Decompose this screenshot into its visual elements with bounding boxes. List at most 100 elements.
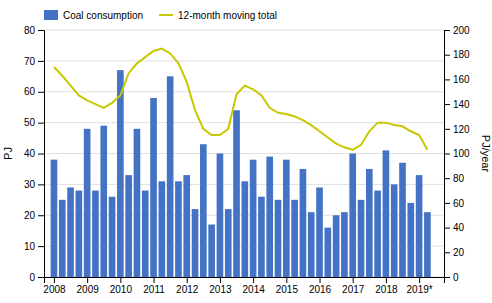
tick: 20 [24,210,44,221]
y-axis-title: PJ [2,147,14,160]
tick-mark [444,154,450,155]
tick: 200 [444,25,470,36]
bar [324,228,331,277]
tick: 70 [24,56,44,67]
tick: 0 [29,272,44,283]
bar [134,129,141,277]
tick-label: 2011 [143,284,165,295]
tick-label: 100 [453,148,470,159]
tick: 2013 [209,277,232,295]
tick-label: 40 [453,222,465,233]
tick-label: 2019* [407,284,433,295]
bar [283,160,290,277]
tick: 10 [24,241,44,252]
tick-label: 40 [24,148,36,159]
legend-swatch [159,14,173,16]
tick: 100 [444,148,470,159]
tick-mark [54,277,55,283]
tick-label: 30 [24,179,36,190]
grid-line [44,30,444,31]
bar [109,197,116,277]
tick: 50 [24,117,44,128]
bar [192,209,199,277]
tick-mark [38,184,44,185]
bar [300,169,307,277]
tick: 2017 [342,277,365,295]
bar [142,191,149,277]
bar [341,212,348,277]
legend-label: Coal consumption [63,10,143,21]
bar [242,181,249,277]
tick: 180 [444,49,470,60]
tick-mark [444,252,450,253]
tick-label: 140 [453,99,470,110]
tick-label: 2018 [375,284,398,295]
axis-line [445,31,451,278]
tick-label: 160 [453,74,470,85]
tick: 140 [444,99,470,110]
bar [291,200,298,277]
bar [374,191,381,277]
legend-swatch [44,10,58,20]
y-axis: 0 10 20 30 40 50 60 70 80 [24,25,45,283]
tick-mark [444,30,450,31]
tick: 2012 [176,277,199,295]
tick-mark [444,203,450,204]
tick: 40 [444,222,465,233]
tick-mark [38,61,44,62]
tick-label: 10 [24,241,36,252]
tick-label: 2008 [43,284,66,295]
tick-label: 2010 [110,284,133,295]
tick-label: 50 [24,117,36,128]
tick: 2018 [375,277,398,295]
tick: 2009 [77,277,100,295]
axis-line [45,278,445,284]
legend: Coal consumption 12-month moving total [44,10,277,21]
bar [233,110,240,277]
tick: 2008 [43,277,66,295]
tick-label: 2017 [342,284,365,295]
tick-mark [253,277,254,283]
grid-line [44,60,444,61]
bar [200,144,207,277]
tick-label: 80 [453,173,465,184]
legend-label: 12-month moving total [178,10,277,21]
bar [76,191,83,277]
bar [59,200,66,277]
tick: 40 [24,148,44,159]
bar [250,160,257,277]
tick-label: 2016 [309,284,332,295]
tick-label: 2015 [276,284,299,295]
bar [225,209,232,277]
tick-mark [220,277,221,283]
tick-mark [353,277,354,283]
tick-label: 20 [453,247,465,258]
chart: 2008200920102011201220132014201520162017… [0,0,492,303]
tick-label: 80 [24,25,36,36]
tick-mark [87,277,88,283]
tick-mark [444,178,450,179]
tick-mark [444,79,450,80]
tick-mark [444,129,450,130]
tick: 2019* [407,277,433,295]
tick-label: 60 [24,86,36,97]
legend-item: 12-month moving total [159,10,277,21]
bar [159,181,166,277]
tick: 20 [444,247,465,258]
tick-mark [444,104,450,105]
y2-axis-title: PJ/year [480,135,492,173]
bar [316,187,323,277]
grid [44,30,444,277]
tick: 2014 [243,277,266,295]
line [54,49,427,150]
axis-line [38,31,45,278]
tick-label: 2013 [209,284,232,295]
tick: 0 [444,272,459,283]
tick-label: 200 [453,25,470,36]
tick-mark [444,228,450,229]
tick-mark [286,277,287,283]
bar [266,157,273,277]
bar [92,191,99,277]
tick-mark [444,55,450,56]
bar [358,200,365,277]
